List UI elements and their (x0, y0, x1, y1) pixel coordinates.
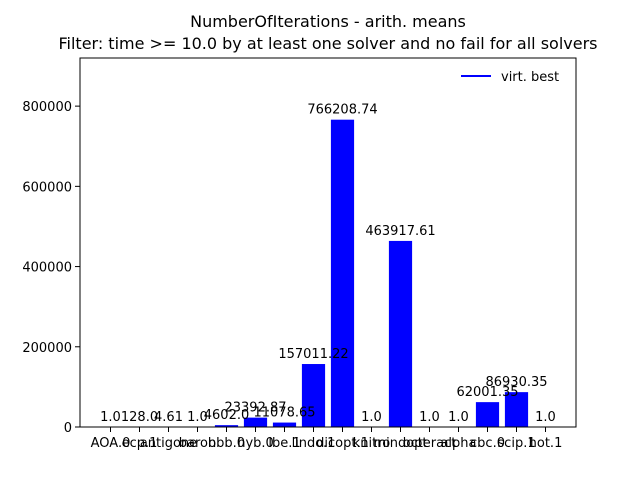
bar (243, 417, 268, 427)
legend-label: virt. best (501, 70, 559, 85)
bar (301, 364, 326, 427)
bar-value-label: 1.0 (361, 410, 382, 425)
x-tick-label: AOA.0 (91, 436, 131, 451)
bar-value-label: 11078.65 (253, 406, 315, 421)
bar-value-label: 4602.0 (204, 408, 250, 423)
x-tick-label: bbb.0 (208, 436, 245, 451)
x-tick-label: alpha (440, 436, 476, 451)
x-tick-label: hot.1 (529, 436, 563, 451)
x-axis: AOA.0ecp.1antigonebaronbbb.0hyb.0lbe.1li… (91, 427, 563, 451)
bar-value-label: 1.0 (535, 410, 556, 425)
x-tick-label: cbc.0 (470, 436, 505, 451)
bar-value-label: 1.0 (187, 410, 208, 425)
y-tick-label: 200000 (22, 341, 72, 356)
bar (388, 240, 413, 427)
bar-value-label: 1.0 (100, 410, 121, 425)
bar-value-label: 62001.35 (456, 385, 518, 400)
plot-frame (79, 57, 577, 428)
bar (475, 402, 500, 427)
x-tick-label: antigone (140, 436, 197, 451)
x-tick-label: baron (179, 436, 216, 451)
bar (272, 422, 297, 427)
y-tick-label: 600000 (22, 180, 72, 195)
y-tick-label: 400000 (22, 261, 72, 276)
bar-value-label: 766208.74 (307, 103, 377, 118)
x-tick-label: octeract (403, 436, 457, 451)
bar-value-label: 1.0 (419, 410, 440, 425)
y-tick-label: 800000 (22, 100, 72, 115)
bar-value-label: 23392.87 (224, 401, 286, 416)
bar-value-label: 4.61 (154, 410, 183, 425)
data-labels: 1.0 128.04.61 1.04602.023392.8711078.65157… (100, 103, 556, 425)
chart-title: NumberOfIterations - arith. means (190, 12, 466, 31)
bar (330, 119, 355, 428)
chart-subtitle: Filter: time >= 10.0 by at least one sol… (58, 34, 597, 53)
x-tick-label: scip.1 (497, 436, 535, 451)
bar-value-label: 463917.61 (365, 224, 435, 239)
x-tick-label: dicopt.1 (316, 436, 369, 451)
x-tick-label: lindo.1 (292, 436, 336, 451)
x-tick-label: ecp.1 (122, 436, 158, 451)
y-tick-label: 0 (64, 421, 72, 436)
bars (98, 119, 558, 428)
bar-value-label: 157011.22 (278, 347, 348, 362)
y-axis: 0 200000 400000 600000 800000 (22, 100, 80, 436)
x-tick-label: knitro (353, 436, 391, 451)
legend: virt. best (461, 70, 559, 85)
x-tick-label: lbe.1 (268, 436, 300, 451)
bar-value-label: 1.0 (448, 410, 469, 425)
x-tick-label: mindopt (373, 436, 427, 451)
bar (214, 425, 239, 427)
bar (504, 392, 529, 427)
bar-value-label: 128.0 (121, 410, 158, 425)
bar-value-label: 86930.35 (485, 375, 547, 390)
x-tick-label: hyb.0 (237, 436, 274, 451)
